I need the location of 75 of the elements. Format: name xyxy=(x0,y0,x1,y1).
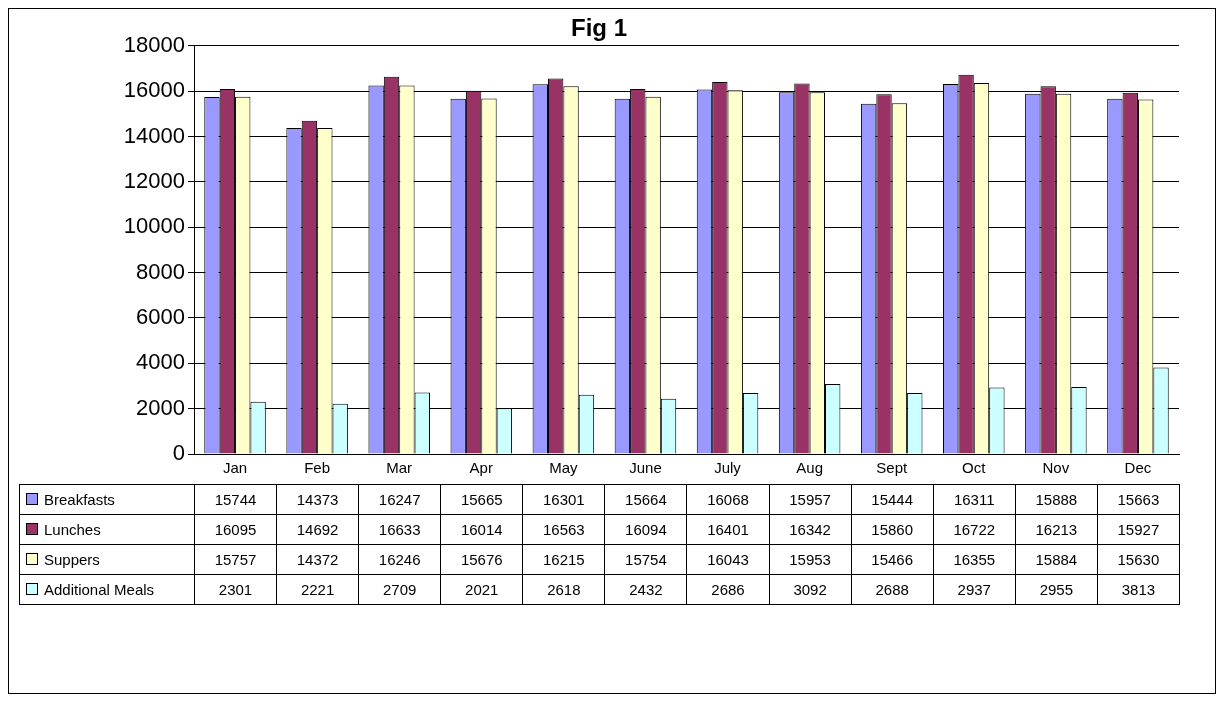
legend-label: Lunches xyxy=(44,521,101,538)
x-tick-label: July xyxy=(714,459,742,477)
x-tick-label: Sept xyxy=(876,459,908,477)
data-label: 2432 xyxy=(604,574,687,605)
y-tick-label: 8000 xyxy=(136,258,185,284)
x-tick-label: Apr xyxy=(469,459,493,477)
data-label: 2937 xyxy=(933,574,1016,605)
data-label: 16633 xyxy=(358,514,441,545)
data-label: 15953 xyxy=(769,544,852,575)
x-tick-label: Jan xyxy=(222,459,248,477)
data-label: 16311 xyxy=(933,484,1016,515)
y-tick-label: 16000 xyxy=(123,77,185,103)
x-tick-label: Aug xyxy=(796,459,823,477)
data-label: 14373 xyxy=(276,484,359,515)
x-tick-label: Dec xyxy=(1124,459,1152,477)
data-label: 15884 xyxy=(1015,544,1098,575)
data-label: 16301 xyxy=(522,484,605,515)
data-label: 16215 xyxy=(522,544,605,575)
chart-title: Fig 1 xyxy=(570,14,628,42)
x-tick-label: Nov xyxy=(1042,459,1070,477)
data-label: 15860 xyxy=(851,514,934,545)
data-label: 16246 xyxy=(358,544,441,575)
y-tick-label: 6000 xyxy=(136,304,185,329)
data-label: 15466 xyxy=(851,544,934,575)
data-label: 15676 xyxy=(440,544,523,575)
legend-label: Breakfasts xyxy=(44,491,115,508)
data-label: 15957 xyxy=(769,484,852,515)
data-label: 2618 xyxy=(522,574,605,605)
data-label: 16213 xyxy=(1015,514,1098,545)
legend-label: Additional Meals xyxy=(44,581,155,598)
x-tick-label: Mar xyxy=(386,459,413,477)
data-label: 2709 xyxy=(358,574,441,605)
x-tick-label: May xyxy=(549,459,579,477)
data-label: 14372 xyxy=(276,544,359,575)
data-label: 15888 xyxy=(1015,484,1098,515)
y-tick-label: 18000 xyxy=(123,31,185,57)
data-label: 2688 xyxy=(851,574,934,605)
y-tick-label: 10000 xyxy=(123,213,185,239)
data-label: 16068 xyxy=(686,484,770,515)
data-label: 15927 xyxy=(1097,514,1180,545)
data-label: 15665 xyxy=(440,484,523,515)
data-label: 16342 xyxy=(769,514,852,545)
data-label: 15664 xyxy=(604,484,687,515)
data-label: 15757 xyxy=(194,544,277,575)
x-tick-label: Oct xyxy=(962,459,987,477)
data-label: 15663 xyxy=(1097,484,1180,515)
y-tick-label: 14000 xyxy=(123,122,185,148)
data-label: 2021 xyxy=(440,574,523,605)
data-label: 15444 xyxy=(851,484,934,515)
data-label: 15744 xyxy=(194,484,277,515)
data-label: 14692 xyxy=(276,514,359,545)
data-label: 16722 xyxy=(933,514,1016,545)
data-label: 15630 xyxy=(1097,544,1180,575)
y-tick-label: 12000 xyxy=(123,167,185,193)
data-label: 16355 xyxy=(933,544,1016,575)
legend-label: Suppers xyxy=(44,551,100,568)
x-tick-label: June xyxy=(629,459,662,477)
data-label: 2686 xyxy=(686,574,770,605)
data-label: 3092 xyxy=(769,574,852,605)
data-label: 2301 xyxy=(194,574,277,605)
data-label: 16094 xyxy=(604,514,687,545)
x-tick-label: Feb xyxy=(304,459,331,477)
y-tick-label: 4000 xyxy=(136,349,185,375)
y-tick-label: 0 xyxy=(172,440,185,466)
y-tick-label: 2000 xyxy=(136,394,185,420)
data-label: 3813 xyxy=(1097,574,1180,605)
data-label: 2955 xyxy=(1015,574,1098,605)
data-label: 16401 xyxy=(686,514,770,545)
data-label: 16563 xyxy=(522,514,605,545)
data-label: 16014 xyxy=(440,514,523,545)
data-label: 2221 xyxy=(276,574,359,605)
data-label: 16043 xyxy=(686,544,770,575)
data-label: 15754 xyxy=(604,544,687,575)
data-label: 16095 xyxy=(194,514,277,545)
data-label: 16247 xyxy=(358,484,441,515)
